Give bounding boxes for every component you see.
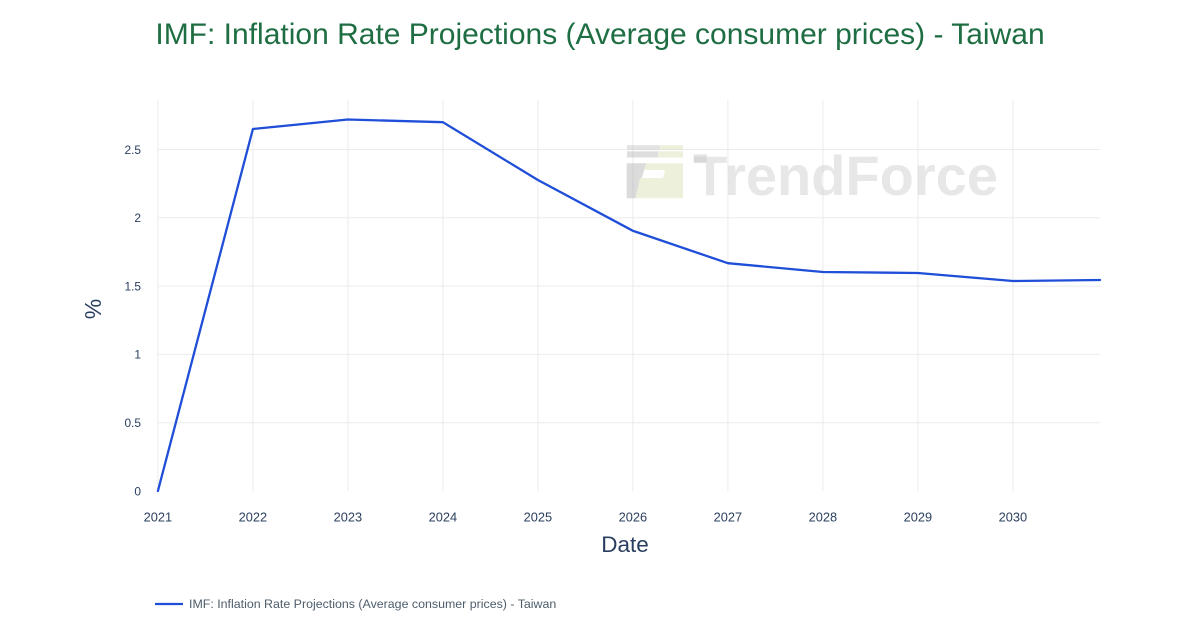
svg-text:Date: Date [601, 532, 649, 557]
svg-text:2023: 2023 [334, 510, 362, 525]
svg-text:2024: 2024 [429, 510, 457, 525]
svg-text:2022: 2022 [239, 510, 267, 525]
svg-text:0.5: 0.5 [124, 416, 141, 430]
svg-text:2026: 2026 [619, 510, 647, 525]
svg-text:2028: 2028 [809, 510, 837, 525]
svg-text:2030: 2030 [999, 510, 1027, 525]
svg-text:%: % [80, 299, 106, 319]
svg-text:2.5: 2.5 [124, 143, 141, 157]
svg-text:2025: 2025 [524, 510, 552, 525]
svg-text:1: 1 [134, 348, 141, 362]
svg-text:0: 0 [134, 484, 141, 498]
svg-text:2029: 2029 [904, 510, 932, 525]
svg-text:2021: 2021 [144, 510, 172, 525]
svg-text:2027: 2027 [714, 510, 742, 525]
svg-text:1.5: 1.5 [124, 279, 141, 293]
svg-text:IMF: Inflation Rate Projection: IMF: Inflation Rate Projections (Average… [189, 597, 556, 611]
svg-text:2: 2 [134, 211, 141, 225]
